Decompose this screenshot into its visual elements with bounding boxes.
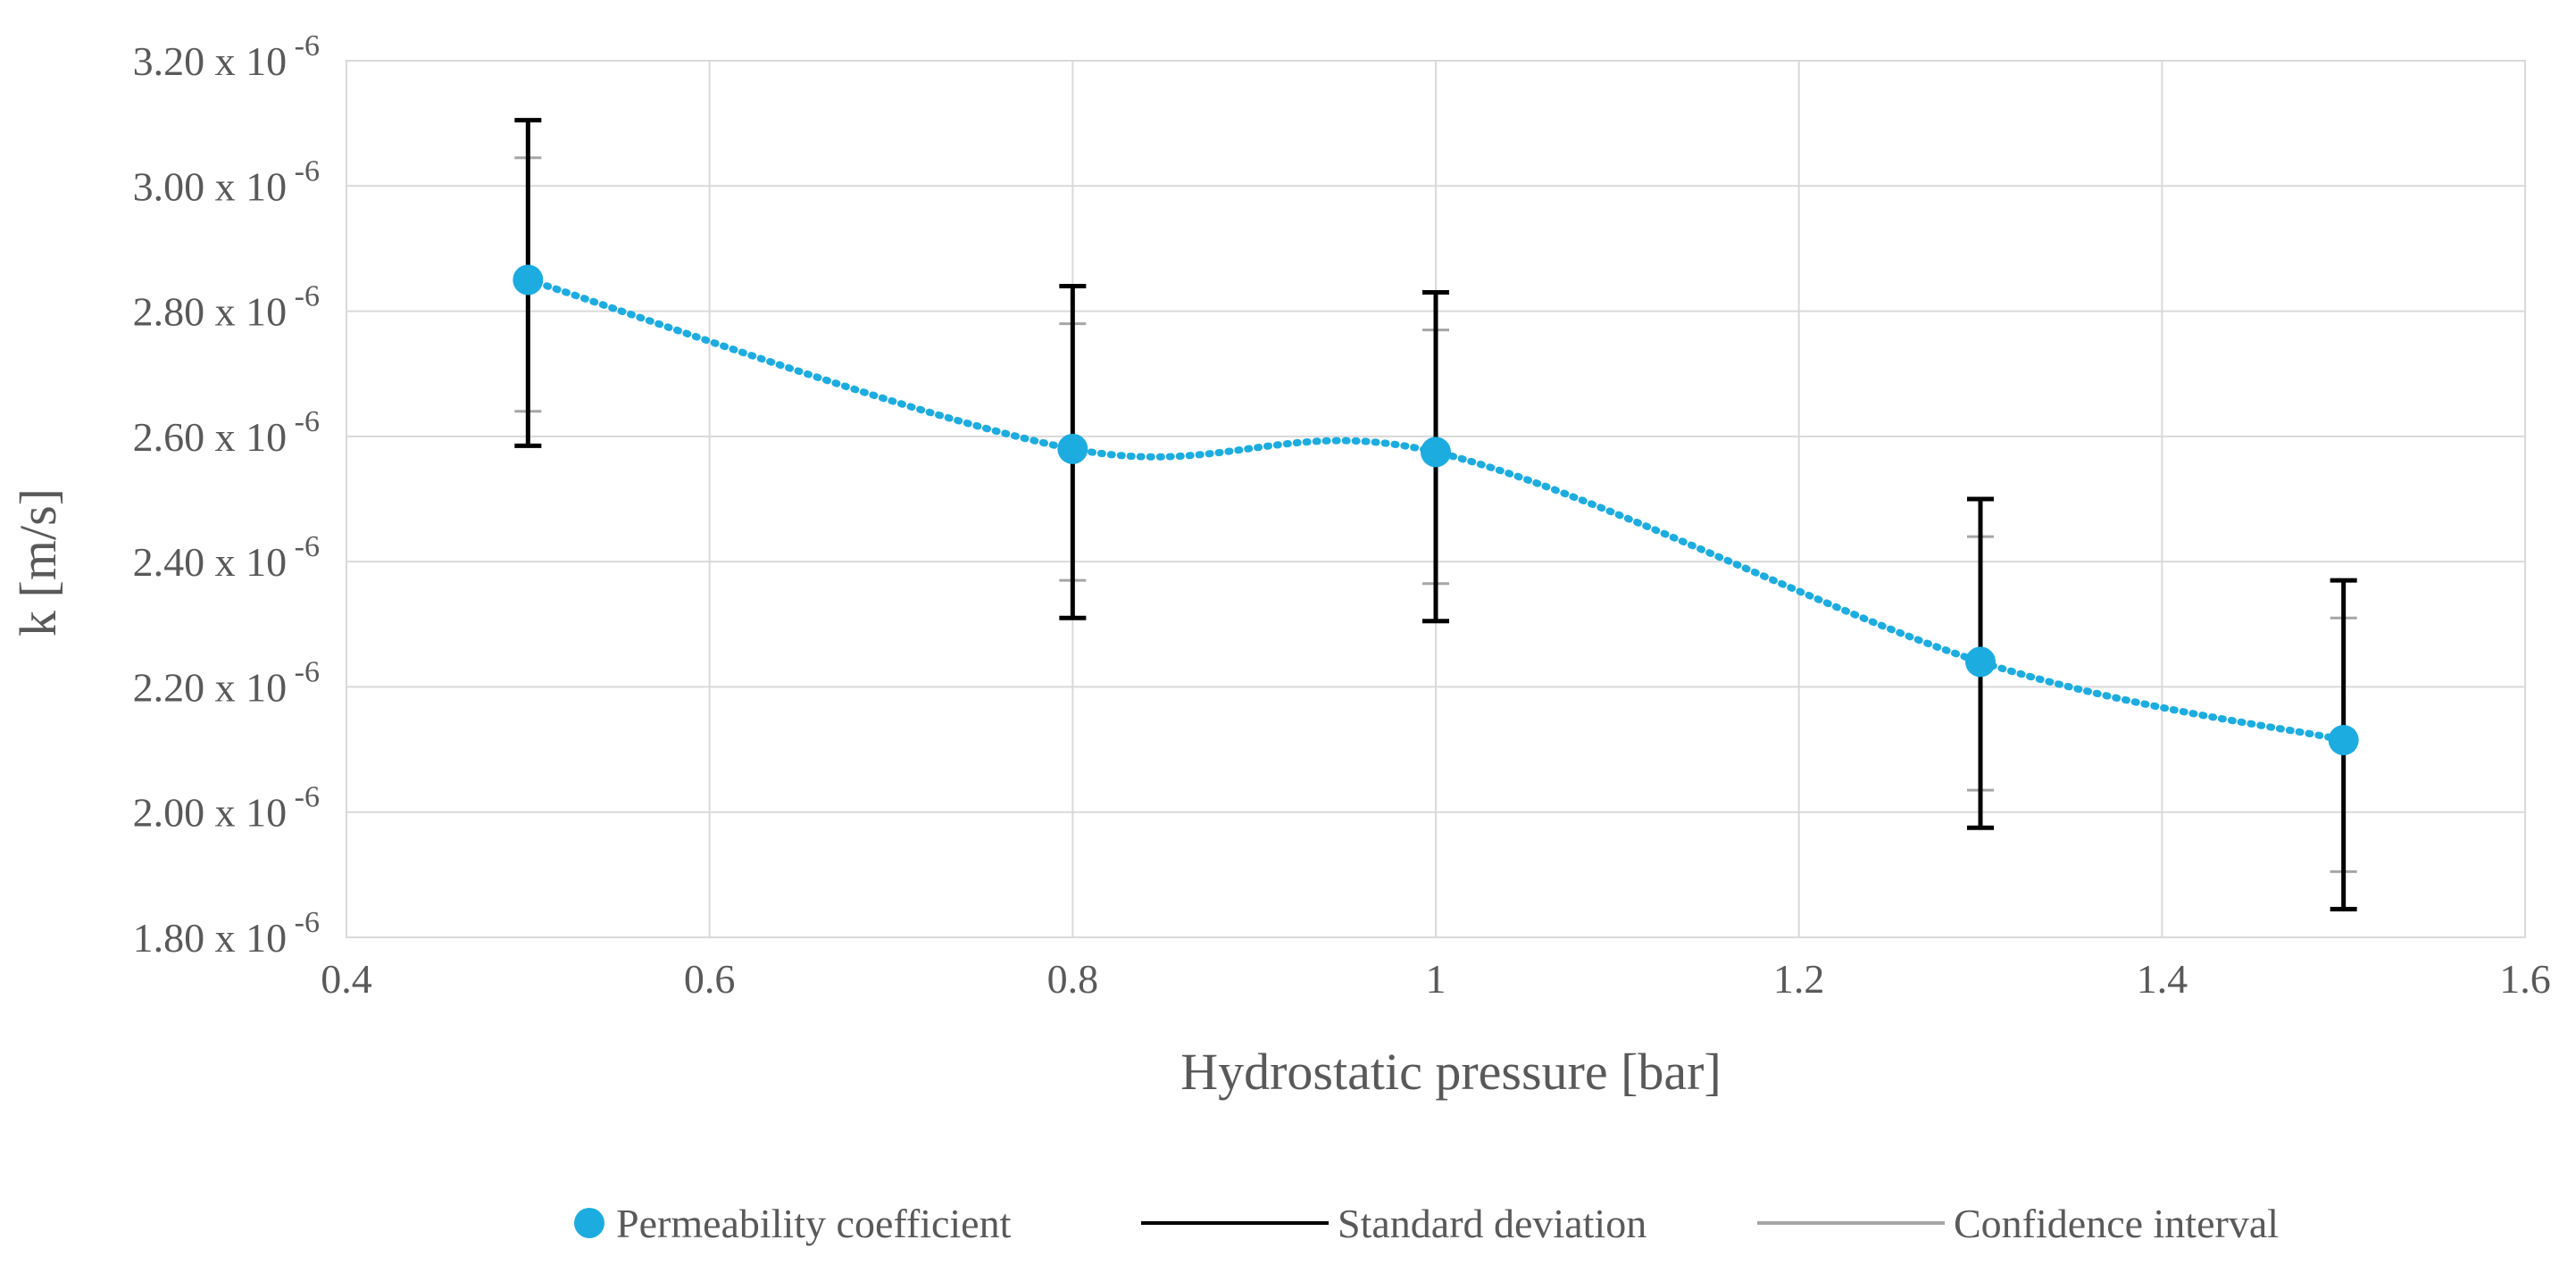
data-point — [1965, 646, 1996, 678]
legend-label-standard-deviation: Standard deviation — [1338, 1201, 1646, 1246]
x-tick-label: 1.4 — [2137, 956, 2188, 1002]
y-tick-exponent: -6 — [287, 29, 320, 62]
x-tick-label: 0.4 — [321, 956, 372, 1002]
y-tick-label: 2.80 x 10 -6 — [133, 280, 320, 335]
y-tick-mantissa: 2.20 x 10 — [133, 664, 288, 710]
x-axis-tick-labels: 0.4 0.6 0.8 1 1.2 1.4 1.6 — [321, 956, 2551, 1002]
x-tick-label: 1.6 — [2499, 956, 2551, 1002]
data-point — [513, 264, 544, 295]
y-tick-mantissa: 3.00 x 10 — [133, 163, 288, 209]
x-axis-title: Hydrostatic pressure [bar] — [1180, 1043, 1722, 1101]
legend-marker-circle — [574, 1208, 604, 1238]
y-tick-exponent: -6 — [287, 906, 320, 939]
data-point — [1057, 433, 1088, 464]
legend-label-confidence-interval: Confidence interval — [1954, 1201, 2279, 1246]
x-tick-label: 0.6 — [684, 956, 736, 1002]
y-tick-exponent: -6 — [287, 405, 320, 438]
y-tick-mantissa: 3.20 x 10 — [133, 38, 288, 84]
data-points — [513, 264, 2359, 756]
plot-area-frame — [346, 60, 2526, 938]
y-tick-mantissa: 2.80 x 10 — [133, 289, 288, 335]
y-tick-label: 3.00 x 10 -6 — [133, 154, 320, 209]
legend-item-standard-deviation: Standard deviation — [1141, 1201, 1646, 1246]
y-axis-tick-labels: 1.80 x 10 -62.00 x 10 -62.20 x 10 -62.40… — [133, 29, 320, 961]
data-point — [2328, 725, 2359, 756]
legend-item-permeability-coefficient: Permeability coefficient — [574, 1201, 1012, 1246]
y-tick-label: 2.60 x 10 -6 — [133, 405, 320, 460]
legend-item-confidence-interval: Confidence interval — [1757, 1201, 2279, 1246]
y-tick-exponent: -6 — [287, 530, 320, 563]
y-axis-title: k [m/s] — [9, 488, 67, 636]
data-point — [1421, 437, 1451, 468]
x-tick-label: 0.8 — [1047, 956, 1099, 1002]
y-tick-label: 2.20 x 10 -6 — [133, 655, 320, 710]
y-tick-label: 2.40 x 10 -6 — [133, 530, 320, 585]
y-tick-mantissa: 2.40 x 10 — [133, 539, 288, 585]
y-tick-exponent: -6 — [287, 154, 320, 187]
y-tick-label: 3.20 x 10 -6 — [133, 29, 320, 84]
y-tick-exponent: -6 — [287, 655, 320, 688]
x-tick-label: 1 — [1426, 956, 1446, 1002]
y-tick-label: 2.00 x 10 -6 — [133, 781, 320, 836]
y-tick-mantissa: 2.60 x 10 — [133, 414, 288, 460]
y-tick-exponent: -6 — [287, 280, 320, 313]
y-tick-exponent: -6 — [287, 781, 320, 814]
legend: Permeability coefficient Standard deviat… — [574, 1201, 2279, 1246]
y-tick-mantissa: 2.00 x 10 — [133, 790, 288, 836]
legend-label-permeability: Permeability coefficient — [616, 1201, 1012, 1246]
y-tick-label: 1.80 x 10 -6 — [133, 906, 320, 961]
y-tick-mantissa: 1.80 x 10 — [133, 915, 288, 961]
x-tick-label: 1.2 — [1773, 956, 1825, 1002]
